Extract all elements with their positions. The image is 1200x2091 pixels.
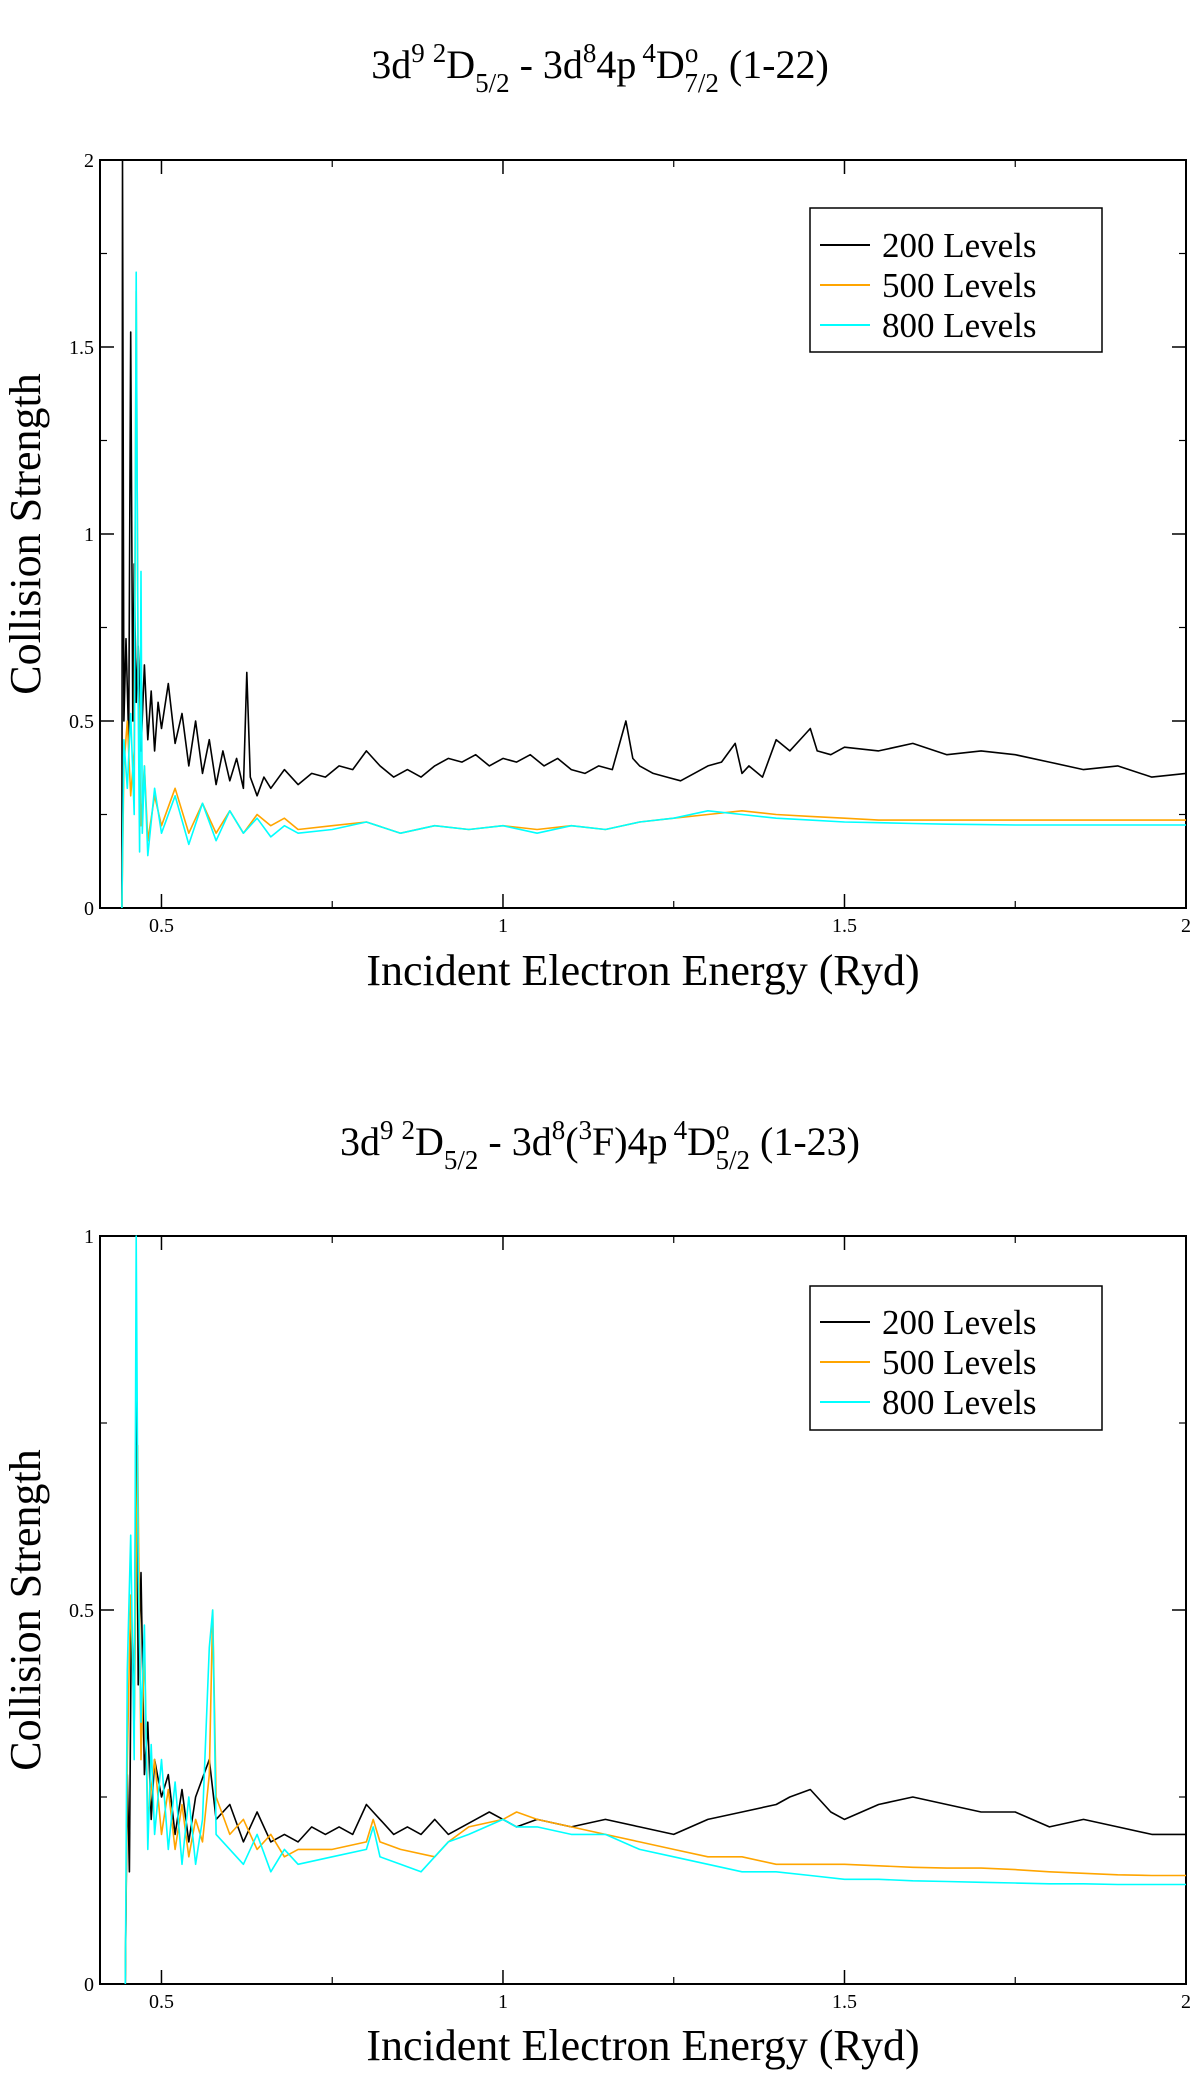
chart-1-legend: 200 Levels 500 Levels 800 Levels — [809, 207, 1103, 353]
chart-2-legend-label-800: 800 Levels — [882, 1383, 1037, 1422]
chart-1-y-tick-label: 2 — [84, 150, 94, 172]
chart-1-x-tick-label: 1.5 — [832, 915, 857, 937]
chart-1-y-tick-label: 1 — [84, 524, 94, 546]
chart-1-legend-label-200: 200 Levels — [882, 226, 1037, 265]
chart-1-x-axis-label: Incident Electron Energy (Ryd) — [366, 946, 919, 995]
chart-1-title: 3d9 2D5/2 - 3d84p 4Do 7/2 (1-22) — [371, 38, 829, 98]
chart-2-legend-label-500: 500 Levels — [882, 1343, 1037, 1382]
chart-2: 3d9 2D5/2 - 3d8(3F)4p 4Do 5/2 (1-23) 0.5 1 1.… — [1, 1115, 1191, 2070]
chart-2-series-lines — [124, 1235, 1186, 1985]
chart-2-x-tick-label: 2 — [1181, 1991, 1191, 2013]
chart-2-legend: 200 Levels 500 Levels 800 Levels — [809, 1285, 1103, 1431]
chart-2-x-tick-label: 0.5 — [149, 1991, 174, 2013]
chart-1-y-tick-label: 1.5 — [69, 337, 94, 359]
chart-2-title: 3d9 2D5/2 - 3d8(3F)4p 4Do 5/2 (1-23) — [340, 1115, 860, 1175]
chart-2-x-axis-label: Incident Electron Energy (Ryd) — [366, 2021, 919, 2070]
chart-1-ticks: 0.5 1 1.5 2 0 0.5 1 1.5 2 — [69, 150, 1191, 937]
chart-1-legend-label-800: 800 Levels — [882, 306, 1037, 345]
chart-1-x-tick-label: 2 — [1181, 915, 1191, 937]
chart-1-y-tick-label: 0.5 — [69, 711, 94, 733]
chart-2-y-tick-label: 0.5 — [69, 1600, 94, 1622]
chart-2-y-tick-label: 1 — [84, 1226, 94, 1248]
chart-2-ticks: 0.5 1 1.5 2 0 0.5 1 — [69, 1226, 1191, 2013]
chart-1-series-lines — [121, 159, 1187, 909]
chart-2-x-tick-label: 1 — [498, 1991, 508, 2013]
chart-2-series-800-levels — [124, 1235, 1186, 1985]
chart-1: 3d9 2D5/2 - 3d84p 4Do 7/2 (1-22) 0.5 1 1.5 200… — [1, 38, 1191, 995]
chart-1-y-axis-label: Collision Strength — [1, 373, 50, 694]
chart-1-x-tick-label: 1 — [498, 915, 508, 937]
chart-2-series-500-levels — [124, 1444, 1186, 1985]
chart-2-legend-box — [809, 1285, 1103, 1431]
chart-2-legend-label-200: 200 Levels — [882, 1303, 1037, 1342]
chart-2-y-tick-label: 0 — [84, 1974, 94, 1996]
chart-1-y-tick-label: 0 — [84, 898, 94, 920]
chart-1-legend-box — [809, 207, 1103, 353]
chart-1-series-800-levels — [121, 271, 1186, 909]
chart-1-series-500-levels — [121, 290, 1186, 909]
chart-2-x-tick-label: 1.5 — [832, 1991, 857, 2013]
chart-2-series-200-levels — [124, 1369, 1186, 1985]
chart-1-legend-label-500: 500 Levels — [882, 266, 1037, 305]
chart-1-x-tick-label: 0.5 — [149, 915, 174, 937]
chart-2-y-axis-label: Collision Strength — [1, 1449, 50, 1770]
chart-1-series-200-levels — [121, 159, 1187, 909]
